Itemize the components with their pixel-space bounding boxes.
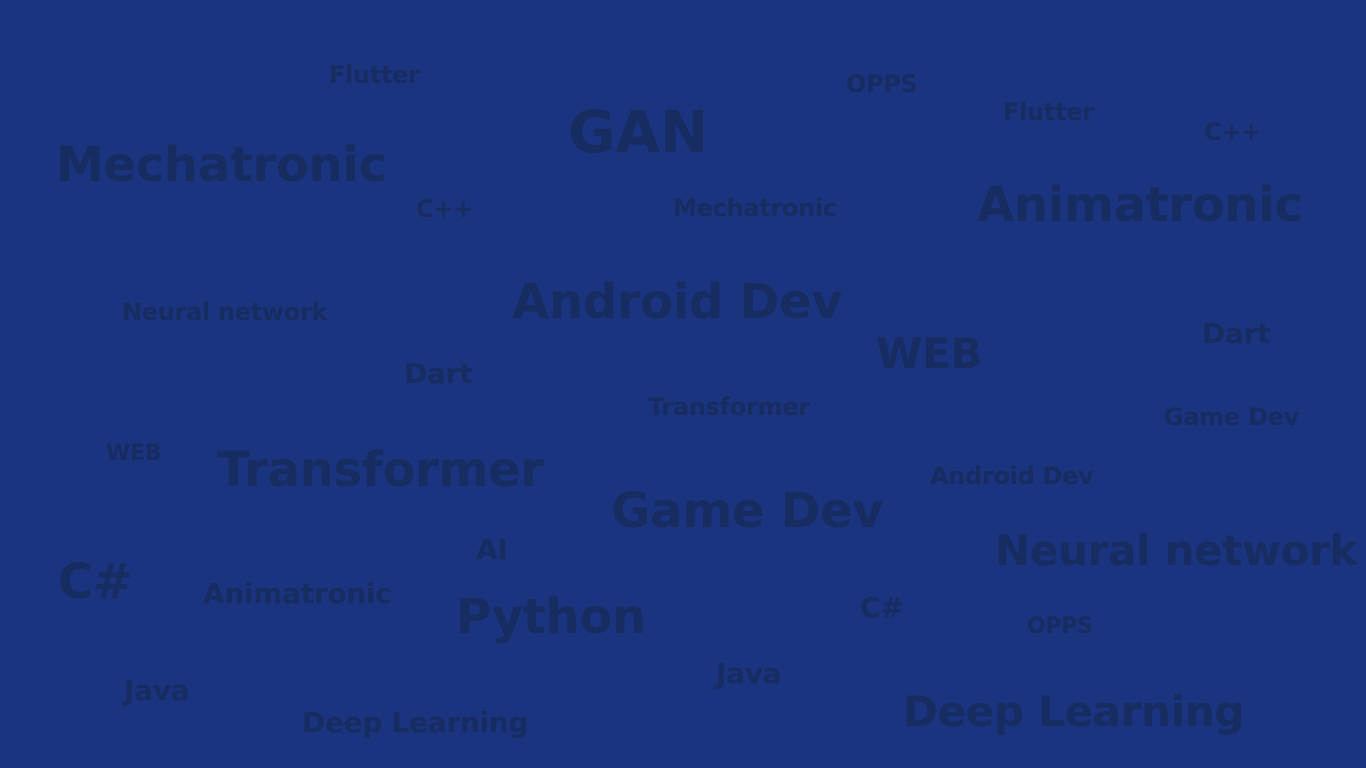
word-gan: GAN	[568, 98, 709, 166]
word-deep-learning: Deep Learning	[302, 706, 529, 739]
word-dart: Dart	[404, 357, 473, 390]
word-opps: OPPS	[1027, 614, 1093, 639]
word-csharp: C#	[860, 591, 904, 624]
word-android-dev: Android Dev	[930, 462, 1094, 490]
word-csharp: C#	[58, 554, 133, 610]
word-dart: Dart	[1202, 317, 1271, 350]
word-ai: AI	[476, 533, 508, 566]
word-flutter: Flutter	[329, 61, 420, 89]
word-mechatronic: Mechatronic	[673, 194, 837, 222]
word-transformer: Transformer	[217, 442, 544, 498]
word-java: Java	[124, 674, 190, 707]
word-game-dev: Game Dev	[1164, 403, 1299, 431]
word-animatronic: Animatronic	[203, 577, 392, 610]
word-mechatronic: Mechatronic	[56, 137, 387, 193]
word-neural-network: Neural network	[122, 298, 328, 326]
word-game-dev: Game Dev	[611, 483, 884, 539]
word-transformer: Transformer	[648, 393, 810, 421]
word-java: Java	[716, 657, 782, 690]
word-deep-learning: Deep Learning	[903, 687, 1245, 736]
word-flutter: Flutter	[1003, 98, 1094, 126]
word-neural-network: Neural network	[995, 526, 1358, 575]
word-cpp: C++	[416, 195, 473, 223]
word-web: WEB	[876, 329, 983, 378]
word-animatronic: Animatronic	[977, 177, 1303, 233]
word-web: WEB	[106, 441, 162, 466]
word-cpp: C++	[1204, 118, 1261, 146]
word-python: Python	[456, 589, 646, 645]
word-android-dev: Android Dev	[512, 274, 843, 330]
word-opps: OPPS	[846, 70, 918, 98]
